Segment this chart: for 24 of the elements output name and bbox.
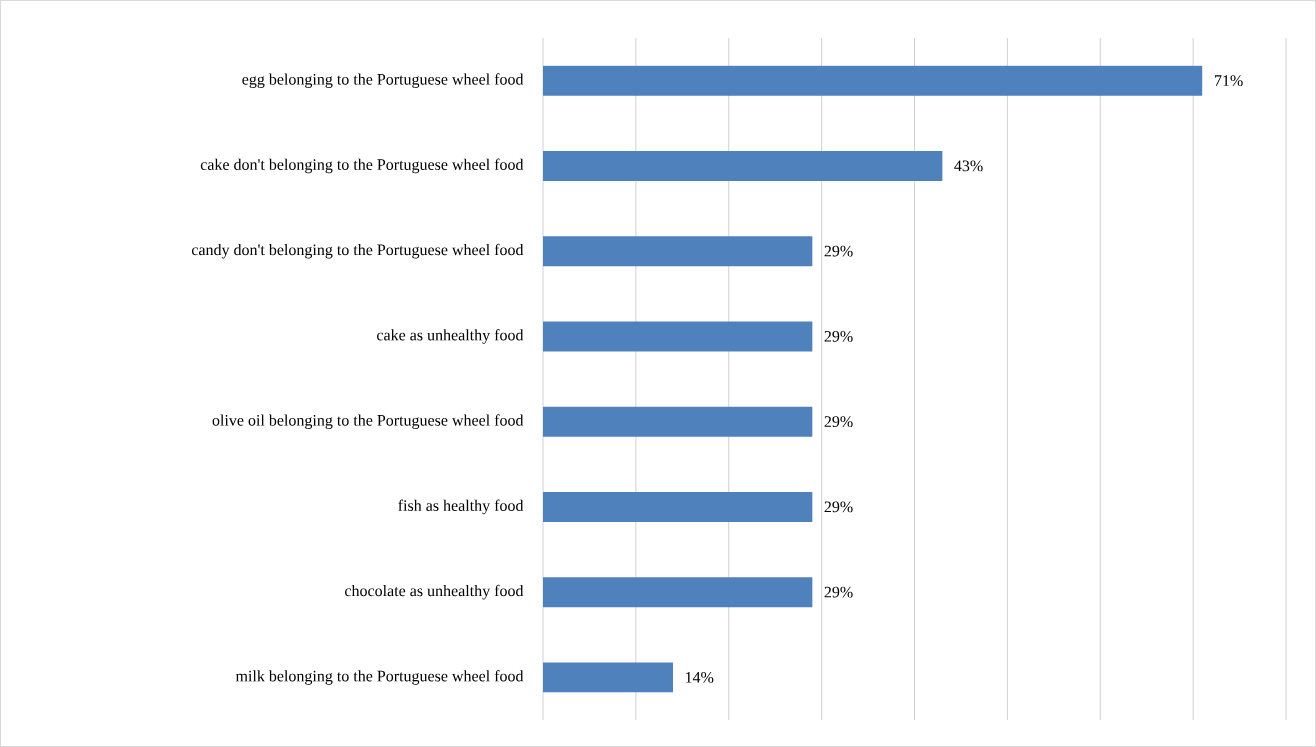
bar bbox=[543, 236, 813, 267]
data-label: 29% bbox=[824, 416, 853, 428]
y-tick-label: candy don't belonging to the Portuguese wheel food bbox=[191, 243, 524, 259]
y-tick-label: fish as healthy food bbox=[398, 499, 524, 515]
bar bbox=[543, 662, 674, 693]
y-tick-label: olive oil belonging to the Portuguese wheel food bbox=[212, 414, 524, 429]
y-tick-label: cake as unhealthy food bbox=[377, 329, 524, 344]
bar bbox=[543, 406, 813, 437]
data-label: 29% bbox=[824, 501, 853, 513]
data-label: 29% bbox=[824, 245, 853, 257]
y-tick-label: milk belonging to the Portuguese wheel food bbox=[235, 670, 524, 685]
bar bbox=[543, 577, 813, 608]
bar bbox=[543, 150, 943, 181]
y-tick-label: egg belonging to the Portuguese wheel food bbox=[242, 73, 524, 88]
bar bbox=[543, 321, 813, 352]
data-label: 29% bbox=[824, 330, 853, 342]
bar bbox=[543, 491, 813, 522]
data-label: 43% bbox=[954, 160, 983, 172]
data-label: 29% bbox=[824, 586, 853, 598]
y-tick-label: chocolate as unhealthy food bbox=[345, 584, 524, 600]
y-tick-label: cake don't belonging to the Portuguese wheel food bbox=[200, 158, 524, 174]
bar bbox=[543, 65, 1203, 96]
data-label: 14% bbox=[685, 671, 714, 683]
data-label: 71% bbox=[1215, 75, 1243, 87]
